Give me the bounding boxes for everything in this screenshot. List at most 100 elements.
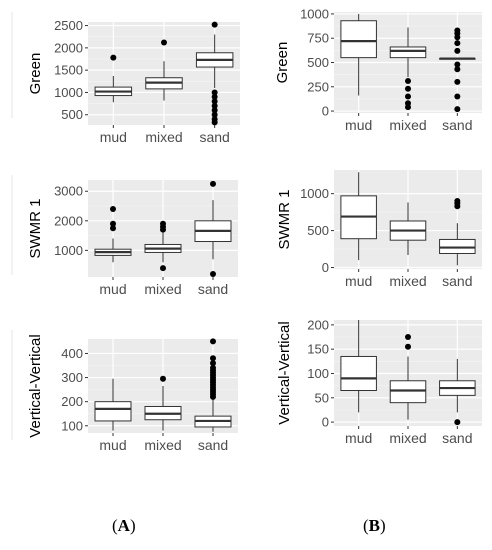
- y-tick-label: 1000: [300, 186, 329, 201]
- box-mud: [94, 378, 132, 431]
- outlier-point: [211, 102, 218, 109]
- chart-B-swir: 0 500 1000 mud mixed sand SWMR 1: [276, 170, 482, 289]
- y-tick-label: 2500: [54, 18, 83, 33]
- iqr-box: [389, 46, 427, 59]
- chart-A-vv: 100 200 300 400 mud mixed sand Vertical-Vertica…: [27, 334, 238, 453]
- y-axis-label: Green: [274, 42, 291, 84]
- outlier-point: [211, 89, 218, 96]
- box-mixed: [389, 334, 427, 420]
- x-tick-label: mud: [345, 117, 372, 133]
- box-mixed: [389, 202, 427, 255]
- x-tick-label: mixed: [144, 281, 181, 297]
- box-sand: [194, 180, 232, 278]
- outlier-point: [454, 40, 461, 47]
- box-mud: [340, 13, 377, 96]
- caption-b: (B): [363, 516, 386, 535]
- outlier-point: [211, 21, 218, 28]
- outlier-point: [110, 220, 116, 227]
- outlier-point: [405, 93, 411, 100]
- y-tick-label: 1000: [54, 85, 83, 100]
- y-tick-label: 750: [307, 31, 329, 46]
- y-tick-label: 500: [307, 223, 329, 238]
- outlier-point: [110, 54, 117, 61]
- box-mud: [94, 54, 133, 103]
- x-tick-label: mud: [99, 437, 126, 453]
- outlier-point: [211, 93, 218, 100]
- y-tick-label: 200: [307, 317, 329, 332]
- box-mixed: [144, 220, 182, 272]
- outlier-point: [454, 203, 461, 210]
- y-axis-label: Green: [27, 53, 44, 95]
- y-tick-label: 0: [322, 104, 329, 119]
- y-axis-label: SWMR 1: [27, 199, 44, 259]
- x-tick-label: sand: [442, 430, 472, 446]
- x-tick-label: sand: [199, 129, 229, 145]
- box-mixed: [145, 39, 183, 101]
- y-tick-label: 1500: [54, 63, 83, 78]
- y-tick-label: 0: [322, 415, 329, 430]
- x-tick-label: sand: [198, 437, 228, 453]
- y-axis-label: Vertical-Vertical: [276, 321, 293, 424]
- iqr-box: [439, 238, 476, 254]
- box-mud: [340, 320, 377, 413]
- outlier-point: [454, 34, 461, 41]
- y-tick-label: 250: [307, 79, 329, 94]
- x-tick-label: mixed: [389, 273, 426, 289]
- x-tick-label: mud: [100, 129, 127, 145]
- x-tick-label: mud: [345, 430, 372, 446]
- chart-B-green: 0 250 500 750 1000 mud mixed sand Green: [274, 6, 482, 133]
- box-mud: [340, 172, 377, 261]
- box-sand: [439, 198, 476, 266]
- outlier-point: [405, 334, 411, 341]
- y-tick-label: 500: [307, 55, 329, 70]
- outlier-point: [454, 61, 461, 68]
- y-tick-label: 0: [322, 260, 329, 275]
- outlier-point: [405, 343, 411, 350]
- outlier-point: [405, 85, 411, 92]
- iqr-box: [340, 20, 377, 59]
- outlier-point: [160, 226, 166, 233]
- box-mixed: [144, 375, 182, 431]
- outlier-point: [110, 205, 116, 212]
- outlier-point: [210, 355, 216, 362]
- y-tick-label: 2000: [54, 40, 83, 55]
- x-tick-label: mixed: [144, 437, 181, 453]
- outlier-point: [454, 106, 461, 113]
- outlier-point: [210, 180, 216, 187]
- x-tick-label: mud: [345, 273, 372, 289]
- x-tick-label: mixed: [145, 129, 182, 145]
- box-sand: [439, 27, 476, 113]
- outlier-point: [160, 265, 166, 272]
- box-sand: [194, 338, 232, 432]
- outlier-point: [454, 419, 461, 426]
- y-tick-label: 3000: [54, 184, 83, 199]
- y-tick-label: 150: [307, 342, 329, 357]
- iqr-box: [94, 401, 132, 422]
- caption-b-letter: B: [368, 516, 381, 535]
- box-sand: [195, 21, 234, 126]
- outlier-point: [454, 78, 461, 85]
- x-tick-label: sand: [442, 117, 472, 133]
- y-tick-label: 400: [61, 346, 83, 361]
- outlier-point: [454, 93, 461, 100]
- chart-A-swir: 1000 2000 3000 mud mixed sand SWMR 1: [27, 180, 238, 297]
- x-tick-label: sand: [198, 281, 228, 297]
- outlier-point: [210, 393, 216, 400]
- chart-B-vv: 0 50 100 150 200 mud mixed sand Vertical-Vertica…: [276, 317, 482, 446]
- outlier-point: [211, 107, 218, 114]
- caption-a-letter: A: [117, 516, 130, 535]
- outlier-point: [405, 104, 411, 111]
- outlier-point: [210, 271, 216, 278]
- x-tick-label: mixed: [389, 117, 426, 133]
- outlier-point: [211, 111, 218, 118]
- box-mixed: [389, 27, 427, 111]
- outlier-point: [211, 119, 218, 126]
- outlier-point: [211, 98, 218, 105]
- y-tick-label: 1000: [300, 6, 329, 21]
- outlier-point: [454, 66, 461, 73]
- outlier-point: [454, 47, 461, 54]
- y-axis-label: SWMR 1: [276, 190, 293, 250]
- iqr-box: [389, 380, 427, 404]
- x-tick-label: mixed: [389, 430, 426, 446]
